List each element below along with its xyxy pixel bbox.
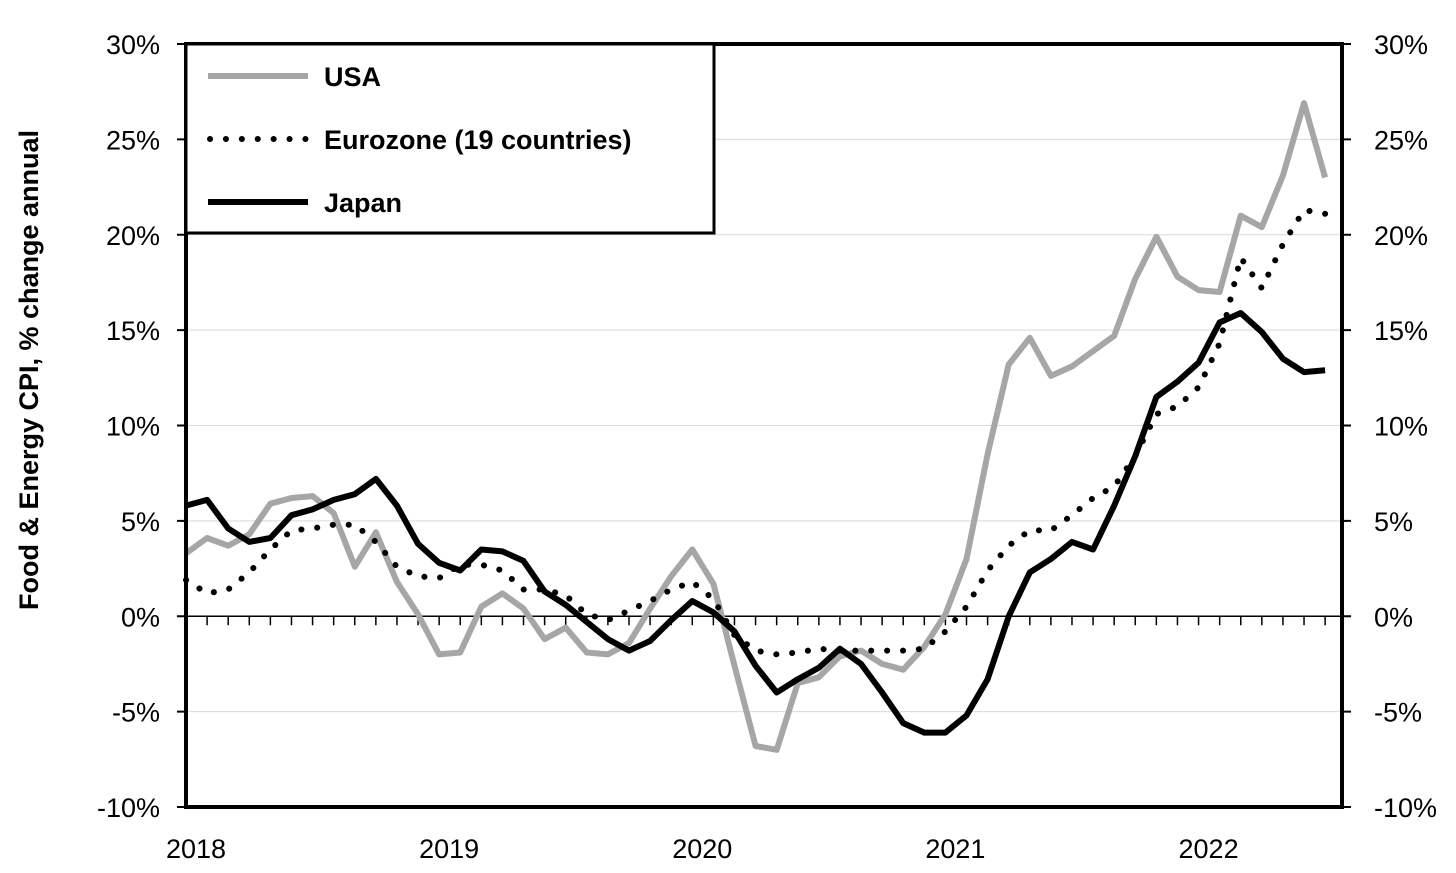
- y-tick-label-left: -10%: [97, 793, 160, 823]
- legend: USA Eurozone (19 countries) Japan: [184, 42, 716, 235]
- y-tick-label-right: 10%: [1374, 412, 1428, 442]
- y-tick-label-right: 0%: [1374, 602, 1413, 632]
- left-y-axis: -10% -5% 0% 5% 10% 15% 20% 25% 30%: [97, 30, 186, 823]
- series-line-japan: [185, 310, 1326, 736]
- y-tick-label-right: -10%: [1374, 793, 1437, 823]
- y-tick-label-left: 0%: [121, 602, 160, 632]
- x-tick-label: 2021: [925, 834, 985, 864]
- series-line-usa: [184, 100, 1328, 753]
- y-tick-label-left: 25%: [106, 125, 160, 155]
- y-tick-label-right: 20%: [1374, 221, 1428, 251]
- y-tick-label-left: -5%: [112, 698, 160, 728]
- y-tick-label-right: 30%: [1374, 30, 1428, 60]
- y-tick-label-left: 20%: [106, 221, 160, 251]
- y-tick-label-right: 5%: [1374, 507, 1413, 537]
- right-y-axis: -10% -5% 0% 5% 10% 15% 20% 25% 30%: [1342, 30, 1437, 823]
- x-tick-label: 2018: [166, 834, 226, 864]
- y-axis-title: Food & Energy CPI, % change annual: [14, 130, 44, 610]
- x-tick-label: 2022: [1179, 834, 1239, 864]
- x-tick-label: 2019: [419, 834, 479, 864]
- series-layer: [183, 100, 1329, 753]
- x-tick-label: 2020: [672, 834, 732, 864]
- legend-label-japan: Japan: [324, 188, 402, 218]
- y-tick-label-left: 5%: [121, 507, 160, 537]
- y-tick-label-left: 15%: [106, 316, 160, 346]
- y-tick-label-left: 30%: [106, 30, 160, 60]
- y-tick-label-right: 25%: [1374, 125, 1428, 155]
- legend-label-usa: USA: [324, 62, 381, 92]
- zero-axis-layer: [185, 615, 1342, 626]
- y-tick-label-left: 10%: [106, 412, 160, 442]
- y-tick-label-right: 15%: [1374, 316, 1428, 346]
- series-line-eurozone: [183, 207, 1329, 658]
- y-tick-label-right: -5%: [1374, 698, 1422, 728]
- x-axis: 2018 2019 2020 2021 2022: [166, 834, 1239, 864]
- legend-label-eurozone: Eurozone (19 countries): [324, 125, 632, 155]
